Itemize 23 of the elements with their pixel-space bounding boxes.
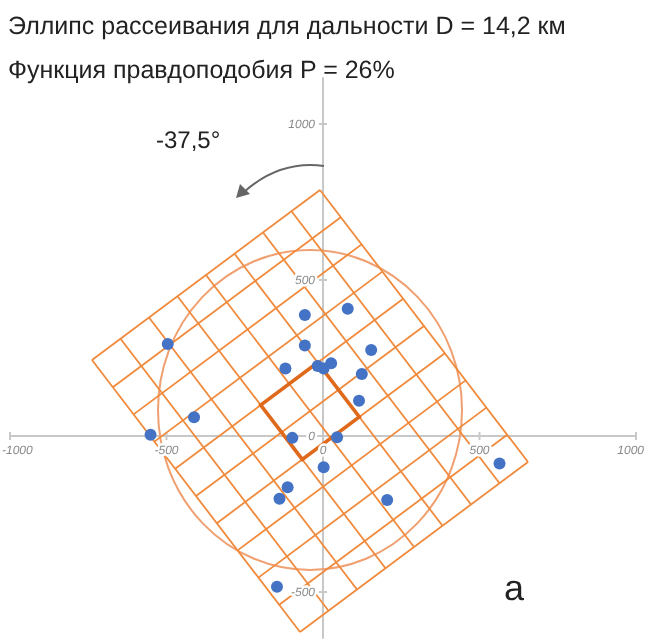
chart-title: Эллипс рассеивания для дальности D = 14,2 км — [8, 12, 566, 40]
point — [493, 457, 506, 470]
point — [355, 367, 368, 380]
point — [270, 580, 283, 593]
point — [273, 492, 286, 505]
point — [341, 302, 354, 315]
point — [365, 343, 378, 356]
point — [188, 411, 201, 424]
point — [381, 493, 394, 506]
point — [281, 481, 294, 494]
point — [279, 362, 292, 375]
chart-subtitle: Функция правдоподобия P = 26% — [8, 56, 395, 84]
annotation: a — [504, 568, 526, 608]
point — [298, 339, 311, 352]
point — [144, 428, 157, 441]
point — [352, 394, 365, 407]
annotation: -37,5° — [156, 126, 221, 154]
point — [161, 337, 174, 350]
point — [331, 431, 344, 444]
point — [317, 461, 330, 474]
point — [286, 431, 299, 444]
point — [298, 308, 311, 321]
point — [325, 357, 338, 370]
